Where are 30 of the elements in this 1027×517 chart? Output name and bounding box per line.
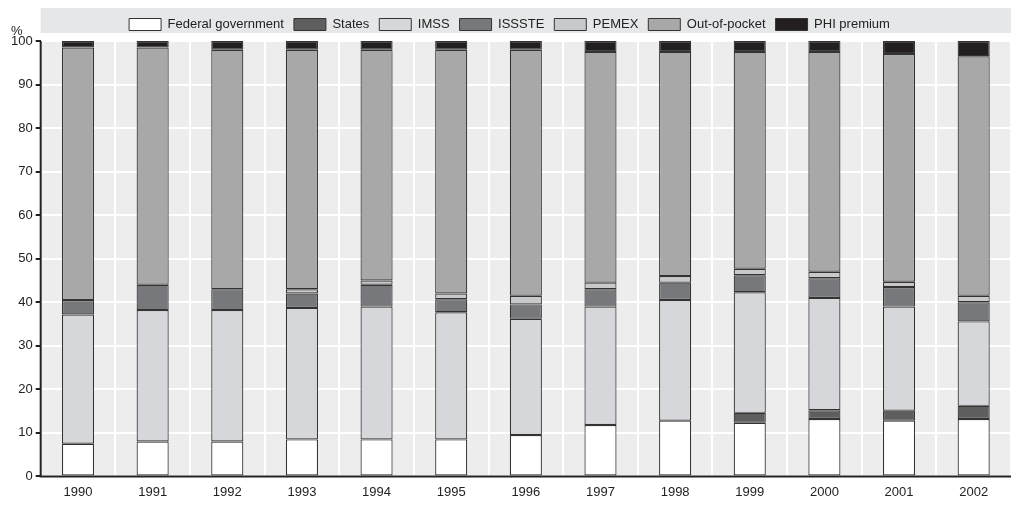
legend-label: Out-of-pocket bbox=[686, 16, 766, 32]
x-tick-label: 1997 bbox=[586, 483, 615, 499]
y-tick-label: 0 bbox=[25, 467, 33, 483]
y-tick-label: 30 bbox=[18, 337, 33, 353]
legend-label: States bbox=[332, 16, 370, 32]
x-tick-label: 1993 bbox=[287, 483, 317, 499]
y-tick-label: 80 bbox=[18, 119, 33, 135]
x-tick-label: 1990 bbox=[63, 483, 93, 499]
legend-label: ISSSTE bbox=[498, 16, 545, 32]
x-tick-label: 1991 bbox=[138, 483, 168, 499]
x-tick-label: 2000 bbox=[809, 483, 839, 499]
y-tick-label: 40 bbox=[18, 293, 33, 309]
y-tick-label: 20 bbox=[18, 380, 33, 396]
legend-label: PEMEX bbox=[592, 16, 639, 32]
x-tick-label: 2002 bbox=[959, 483, 989, 499]
x-tick-label: 1995 bbox=[436, 483, 466, 499]
x-tick-label: 1999 bbox=[735, 483, 765, 499]
legend-label: Federal government bbox=[167, 16, 285, 32]
legend-label: PHI premium bbox=[814, 16, 890, 32]
y-tick-label: 60 bbox=[18, 206, 33, 222]
legend-label: IMSS bbox=[417, 16, 450, 32]
x-tick-label: 2001 bbox=[884, 483, 914, 499]
y-tick-label: 90 bbox=[18, 76, 33, 92]
x-tick-label: 1994 bbox=[362, 483, 392, 499]
x-tick-label: 1998 bbox=[660, 483, 690, 499]
y-tick-label: 50 bbox=[18, 250, 33, 266]
y-tick-label: 70 bbox=[18, 163, 33, 179]
x-tick-label: 1992 bbox=[212, 483, 242, 499]
y-tick-label: 10 bbox=[18, 424, 33, 440]
x-tick-label: 1996 bbox=[511, 483, 541, 499]
